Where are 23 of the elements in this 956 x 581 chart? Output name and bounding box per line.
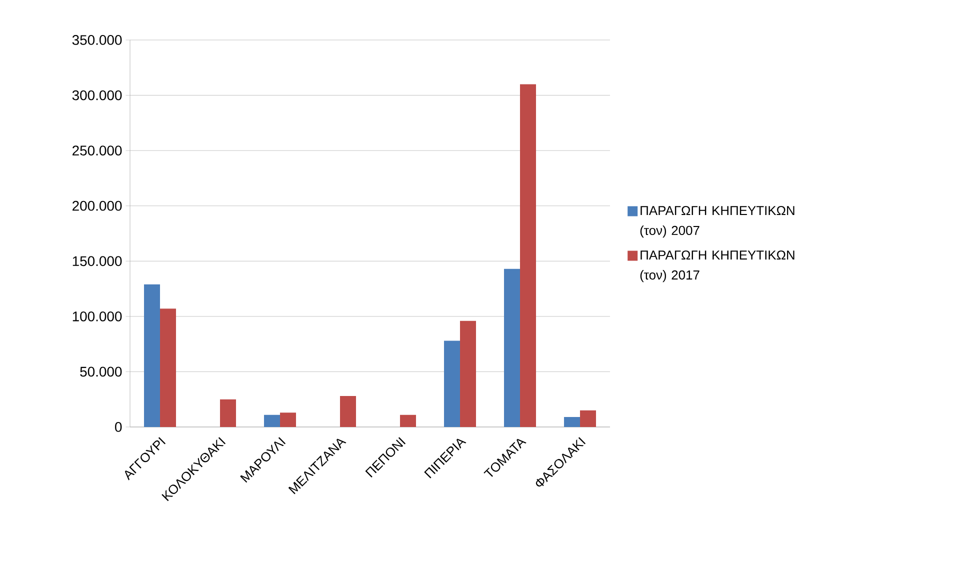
bar <box>580 410 596 427</box>
y-tick-label: 300.000 <box>72 90 122 100</box>
bar <box>564 417 580 427</box>
y-tick-label: 0 <box>115 422 122 432</box>
y-tick-label: 250.000 <box>72 146 122 156</box>
bar <box>444 340 460 427</box>
y-tick-label: 150.000 <box>72 256 122 266</box>
legend-label: ΠΑΡΑΓΩΓΗ ΚΗΠΕΥΤΙΚΩΝ (τον) 2007 <box>640 206 794 238</box>
bar <box>504 268 520 427</box>
y-tick-label: 200.000 <box>72 200 122 211</box>
y-tick-label: 350.000 <box>72 35 122 45</box>
y-tick-label: 100.000 <box>72 311 122 322</box>
bar <box>144 284 160 427</box>
bar <box>160 308 176 427</box>
bar <box>340 396 356 427</box>
y-tick-label: 50.000 <box>80 366 122 377</box>
bar <box>400 414 416 427</box>
bar <box>520 84 536 427</box>
bar <box>280 412 296 427</box>
legend-label: ΠΑΡΑΓΩΓΗ ΚΗΠΕΥΤΙΚΩΝ (τον) 2017 <box>640 250 794 282</box>
bar <box>460 320 476 427</box>
bar <box>264 414 280 427</box>
bar <box>220 399 236 427</box>
